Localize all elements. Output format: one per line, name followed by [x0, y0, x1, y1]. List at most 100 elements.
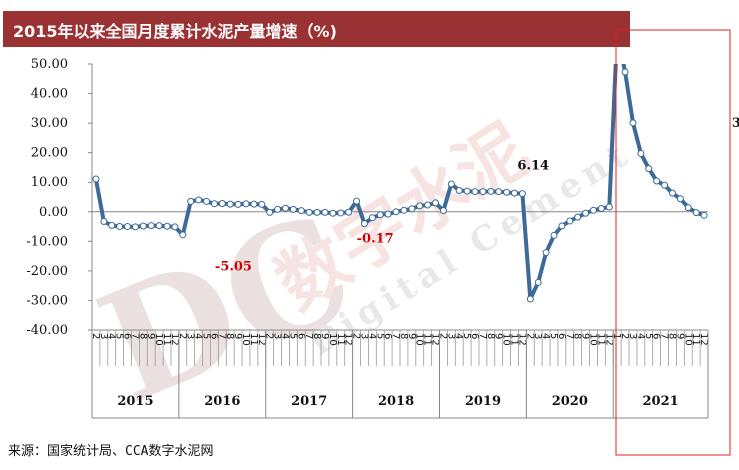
- x-month-label: 6: [556, 333, 567, 339]
- x-month-label: 6: [382, 333, 393, 339]
- x-month-label: 12: [256, 333, 267, 346]
- x-month-label: 8: [398, 333, 409, 339]
- data-label: -0.17: [357, 231, 394, 246]
- x-month-label: 2: [437, 333, 448, 339]
- data-point: [226, 200, 234, 208]
- data-point: [171, 223, 179, 231]
- x-month-label: 5: [287, 333, 298, 339]
- data-point: [376, 211, 384, 219]
- watermark: DC 数字水泥 Digital Cement: [78, 108, 639, 437]
- data-point: [645, 165, 653, 173]
- data-point: [289, 205, 297, 213]
- x-month-label: 10: [501, 333, 512, 346]
- y-tick-label: -40.00: [26, 323, 68, 338]
- source-note: 来源：国家统计局、CCA数字水泥网: [8, 444, 214, 459]
- x-month-label: 11: [422, 333, 433, 346]
- data-point: [163, 222, 171, 230]
- x-month-label: 1: [611, 333, 622, 339]
- x-month-label: 4: [106, 333, 117, 339]
- x-month-label: 9: [406, 333, 417, 339]
- data-point: [210, 200, 218, 208]
- x-month-label: 8: [485, 333, 496, 339]
- x-year-label: 2020: [552, 394, 588, 409]
- data-point: [668, 189, 676, 197]
- x-month-label: 11: [595, 333, 606, 346]
- data-point: [550, 231, 558, 239]
- data-point: [408, 205, 416, 213]
- x-year-label: 2016: [204, 394, 240, 409]
- data-point: [455, 186, 463, 194]
- data-point: [400, 206, 408, 214]
- data-point: [582, 209, 590, 217]
- data-point: [242, 200, 250, 208]
- x-month-label: 11: [161, 333, 172, 346]
- y-tick-label: 30.00: [31, 116, 68, 131]
- data-point: [155, 222, 163, 230]
- x-month-label: 3: [445, 333, 456, 339]
- data-point: [203, 197, 211, 205]
- data-point: [266, 208, 274, 216]
- data-point: [416, 202, 424, 210]
- x-month-label: 2: [619, 333, 630, 339]
- x-month-label: 11: [248, 333, 259, 346]
- x-year-label: 2018: [378, 394, 414, 409]
- x-month-label: 4: [635, 333, 646, 339]
- x-month-label: 6: [295, 333, 306, 339]
- data-point: [439, 207, 447, 215]
- x-month-label: 2: [524, 333, 535, 339]
- y-tick-label: -30.00: [26, 293, 68, 308]
- data-point: [92, 175, 100, 183]
- data-point: [605, 203, 613, 211]
- x-month-label: 12: [169, 333, 180, 346]
- x-month-label: 9: [493, 333, 504, 339]
- x-year-label: 2019: [465, 394, 501, 409]
- x-month-label: 7: [129, 333, 140, 339]
- highlight-box-2021: [615, 29, 731, 456]
- data-point: [274, 205, 282, 213]
- data-point: [116, 223, 124, 231]
- chart-data-labels: -5.05-0.176.1430.0910.35-1.20: [215, 116, 739, 275]
- x-month-label: 12: [430, 333, 441, 346]
- data-point: [345, 208, 353, 216]
- data-point: [195, 196, 203, 204]
- data-point: [653, 177, 661, 185]
- x-month-label: 10: [587, 333, 598, 346]
- x-month-label: 12: [698, 333, 709, 346]
- data-label: -5.05: [215, 260, 252, 275]
- x-month-label: 2: [177, 333, 188, 339]
- x-month-label: 10: [682, 333, 693, 346]
- x-month-label: 7: [564, 333, 575, 339]
- x-month-label: 3: [358, 333, 369, 339]
- x-month-label: 11: [690, 333, 701, 346]
- chart-series: [92, 64, 708, 303]
- data-point: [621, 68, 629, 76]
- y-tick-label: 50.00: [31, 57, 68, 72]
- data-label: 30.09: [732, 116, 739, 131]
- data-point: [234, 200, 242, 208]
- data-point: [566, 217, 574, 225]
- data-point: [250, 200, 258, 208]
- data-point: [487, 187, 495, 195]
- data-point: [360, 220, 368, 228]
- data-point: [218, 200, 226, 208]
- data-point: [503, 188, 511, 196]
- x-month-label: 11: [509, 333, 520, 346]
- data-point: [534, 278, 542, 286]
- chart-title-bar: 2015年以来全国月度累计水泥产量增速（%): [3, 11, 630, 47]
- data-point: [139, 222, 147, 230]
- data-point: [329, 209, 337, 217]
- data-point: [661, 181, 669, 189]
- data-point: [392, 208, 400, 216]
- x-month-label: 10: [327, 333, 338, 346]
- data-point: [313, 208, 321, 216]
- data-point: [108, 221, 116, 229]
- data-point: [589, 206, 597, 214]
- x-month-label: 9: [580, 333, 591, 339]
- x-month-label: 4: [279, 333, 290, 339]
- x-year-label: 2021: [643, 394, 679, 409]
- x-month-label: 5: [643, 333, 654, 339]
- x-month-label: 2: [264, 333, 275, 339]
- x-month-label: 3: [532, 333, 543, 339]
- x-month-label: 3: [98, 333, 109, 339]
- data-point: [542, 249, 550, 257]
